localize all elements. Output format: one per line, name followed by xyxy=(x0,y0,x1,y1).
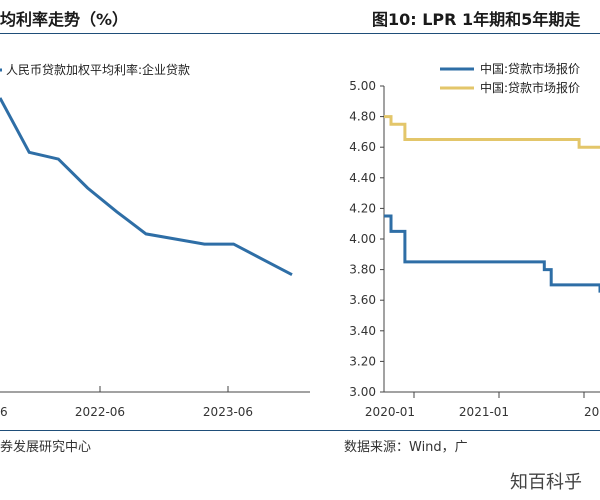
left-xtick-label: 2023-06 xyxy=(203,405,253,419)
lpr-5y-series-line xyxy=(384,115,600,149)
right-ytick-label: 3.00 xyxy=(349,385,376,399)
left-legend-label: 人民币贷款加权平均利率:企业贷款 xyxy=(6,62,190,77)
right-ytick-label: 4.00 xyxy=(349,232,376,246)
left-series-line xyxy=(0,97,293,277)
right-ytick-label: 4.40 xyxy=(349,171,376,185)
right-xtick-label: 2020-01 xyxy=(365,405,415,419)
watermark: 知百科乎 xyxy=(504,468,588,494)
chart-title-left: 均利率走势（%） xyxy=(0,10,129,29)
right-ytick-label: 4.20 xyxy=(349,201,376,215)
footer-divider xyxy=(0,430,600,431)
right-ytick-label: 5.00 xyxy=(349,79,376,93)
right-ytick-label: 3.60 xyxy=(349,293,376,307)
legend-label-gold: 中国:贷款市场报价 xyxy=(480,80,580,95)
right-y-axis-ticks: 5.00 4.80 4.60 4.40 4.20 4.00 3.80 3.60 3.40 3.20… xyxy=(349,79,384,399)
right-ytick-label: 4.80 xyxy=(349,110,376,124)
right-xtick-label: 2022-0 xyxy=(584,405,600,419)
source-note-right: 数据来源：Wind，广 xyxy=(344,440,468,455)
source-note-left: 券发展研究中心 xyxy=(0,440,92,455)
chart-title-right: 图10: LPR 1年期和5年期走 xyxy=(372,10,581,29)
right-xtick-label: 2021-01 xyxy=(459,405,509,419)
right-ytick-label: 3.80 xyxy=(349,263,376,277)
left-xtick-label: 6 xyxy=(0,405,8,419)
right-ytick-label: 4.60 xyxy=(349,140,376,154)
header-bar: 均利率走势（%） 图10: LPR 1年期和5年期走 xyxy=(0,0,600,34)
right-ytick-label: 3.40 xyxy=(349,324,376,338)
right-line-chart: 5.00 4.80 4.60 4.40 4.20 4.00 3.80 3.60 3.40 3.20… xyxy=(349,61,600,419)
left-line-chart: 人民币贷款加权平均利率:企业贷款 6 2022-06 2023-06 xyxy=(0,62,310,419)
left-xtick-label: 2022-06 xyxy=(75,405,125,419)
header-divider xyxy=(0,33,600,34)
lpr-1y-series-line xyxy=(384,214,600,293)
legend-label-blue: 中国:贷款市场报价 xyxy=(480,61,580,76)
right-ytick-label: 3.20 xyxy=(349,354,376,368)
